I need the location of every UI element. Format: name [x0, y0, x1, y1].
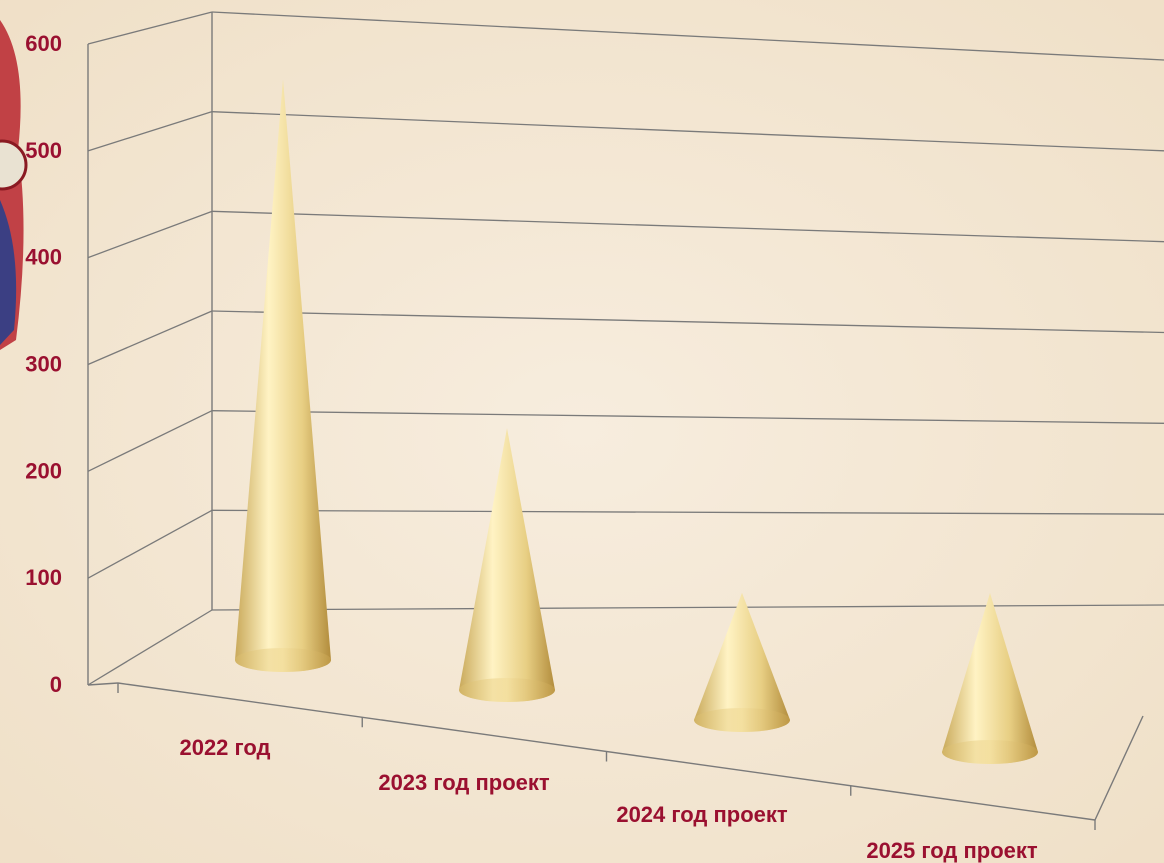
gridlines — [87, 11, 1164, 686]
side-gridline — [87, 310, 213, 366]
x-category-label: 2025 год проект — [866, 838, 1038, 863]
cone-marks — [235, 79, 1038, 764]
back-gridline — [211, 210, 1164, 243]
side-emblem — [0, 20, 28, 350]
cone-bar — [942, 593, 1038, 764]
side-gridline — [87, 210, 213, 259]
y-tick-label: 0 — [50, 672, 62, 697]
y-tick-labels: 0 100 200 300 400 500 600 — [25, 31, 62, 697]
axes — [87, 12, 1144, 830]
emblem-medal-icon — [0, 139, 28, 191]
floor-left-edge — [87, 682, 119, 686]
y-tick-label: 400 — [25, 245, 62, 270]
cone-bar — [235, 79, 331, 673]
y-tick-label: 100 — [25, 565, 62, 590]
emblem-blue-shape — [0, 200, 17, 345]
cone-bar — [459, 428, 555, 702]
y-tick-label: 200 — [25, 458, 62, 483]
side-gridline — [87, 11, 213, 45]
back-gridline — [211, 11, 1164, 61]
cone-body — [694, 592, 790, 732]
x-category-label: 2024 год проект — [616, 802, 788, 827]
side-gridline — [87, 111, 213, 152]
back-gridline — [211, 410, 1164, 424]
cone-body — [459, 428, 555, 702]
cone-body — [235, 79, 331, 673]
cone-body — [942, 593, 1038, 764]
y-tick-label: 300 — [25, 352, 62, 377]
side-gridline — [87, 609, 213, 686]
cone-base — [235, 648, 331, 672]
y-tick-label: 600 — [25, 31, 62, 56]
x-category-label: 2023 год проект — [378, 770, 550, 795]
cone-base — [694, 708, 790, 732]
back-gridline — [211, 509, 1164, 515]
cone-base — [942, 740, 1038, 764]
side-gridline — [87, 509, 213, 579]
cone-base — [459, 678, 555, 702]
x-category-label: 2022 год — [179, 735, 270, 760]
back-gridline — [211, 111, 1164, 152]
back-gridline — [211, 604, 1164, 611]
cone-bar — [694, 592, 790, 732]
floor-right-edge — [1094, 715, 1144, 821]
x-tick-labels: 2022 год 2023 год проект 2024 год проект 20… — [179, 735, 1037, 863]
back-gridline — [211, 310, 1164, 334]
side-gridline — [87, 410, 213, 472]
y-tick-label: 500 — [25, 138, 62, 163]
